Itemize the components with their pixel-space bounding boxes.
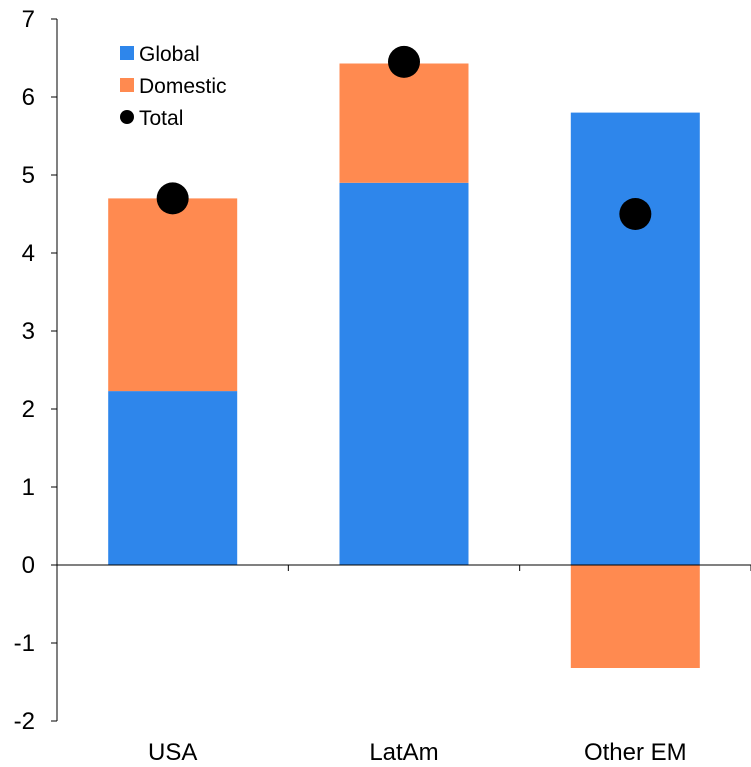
x-category-label: Other EM bbox=[584, 739, 687, 766]
bar-domestic-other-em bbox=[570, 565, 700, 668]
legend-swatch-domestic bbox=[120, 78, 134, 92]
total-point-usa bbox=[156, 182, 189, 215]
legend-label-domestic: Domestic bbox=[139, 75, 227, 98]
y-tick-label: 2 bbox=[22, 396, 35, 423]
y-tick-label: -1 bbox=[14, 630, 35, 657]
y-tick-label: 7 bbox=[22, 6, 35, 33]
y-tick-label: 6 bbox=[22, 84, 35, 111]
y-tick-label: 0 bbox=[22, 552, 35, 579]
x-category-label: USA bbox=[148, 739, 197, 766]
x-category-label: LatAm bbox=[369, 739, 438, 766]
bar-global-latam bbox=[339, 182, 469, 566]
bar-domestic-latam bbox=[339, 63, 469, 183]
total-point-other-em bbox=[619, 198, 652, 230]
legend-swatch-global bbox=[120, 46, 134, 60]
total-point-latam bbox=[388, 45, 420, 78]
legend-label-global: Global bbox=[139, 43, 200, 66]
y-tick-label: -2 bbox=[14, 708, 35, 735]
legend-label-total: Total bbox=[139, 107, 183, 130]
y-tick-label: 3 bbox=[22, 318, 35, 345]
legend-marker-total bbox=[120, 110, 134, 124]
bar-domestic-usa bbox=[108, 198, 238, 392]
y-tick-label: 1 bbox=[22, 474, 35, 501]
y-tick-label: 5 bbox=[22, 162, 35, 189]
bar-global-other-em bbox=[570, 112, 700, 565]
y-tick-label: 4 bbox=[22, 240, 35, 267]
bar-global-usa bbox=[108, 391, 238, 565]
